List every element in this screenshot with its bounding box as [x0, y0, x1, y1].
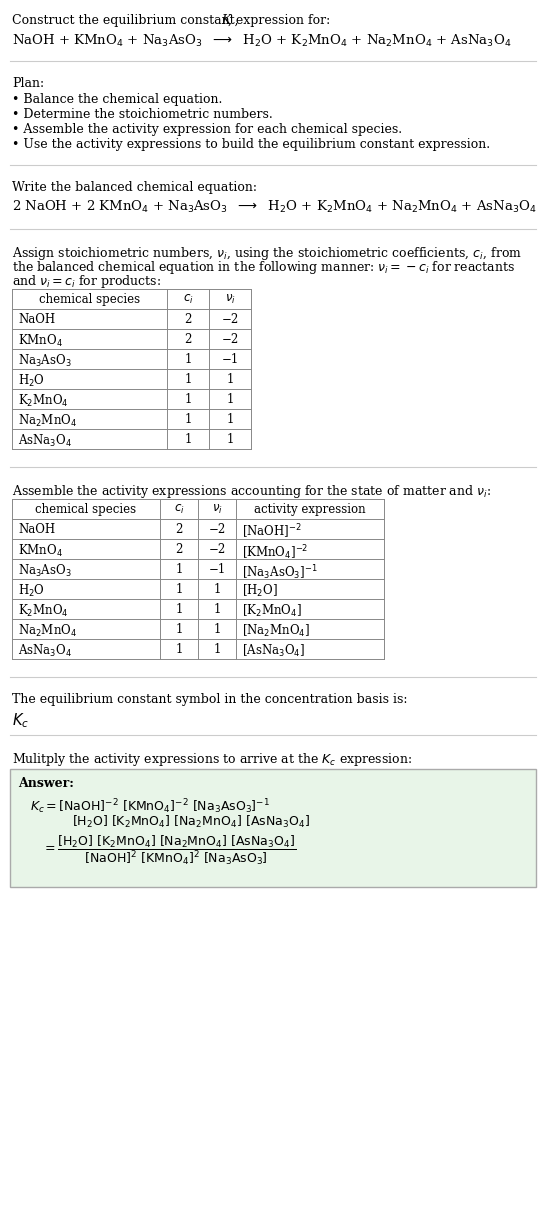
- Text: −1: −1: [221, 354, 239, 366]
- Text: Answer:: Answer:: [18, 777, 74, 790]
- Text: 1: 1: [185, 432, 192, 446]
- Text: 1: 1: [185, 354, 192, 366]
- Text: 1: 1: [185, 413, 192, 426]
- Text: $K_c$: $K_c$: [12, 711, 29, 729]
- Text: AsNa$_3$O$_4$: AsNa$_3$O$_4$: [18, 432, 72, 450]
- Text: 2: 2: [175, 524, 183, 536]
- Text: 1: 1: [213, 602, 221, 616]
- Text: NaOH + KMnO$_4$ + Na$_3$AsO$_3$  $\longrightarrow$  H$_2$O + K$_2$MnO$_4$ + Na$_: NaOH + KMnO$_4$ + Na$_3$AsO$_3$ $\longri…: [12, 33, 512, 49]
- Text: $\nu_i$: $\nu_i$: [224, 293, 235, 306]
- Text: NaOH: NaOH: [18, 313, 55, 326]
- Text: chemical species: chemical species: [35, 503, 136, 516]
- Text: −2: −2: [221, 333, 239, 346]
- Text: KMnO$_4$: KMnO$_4$: [18, 333, 63, 349]
- Text: [KMnO$_4$]$^{-2}$: [KMnO$_4$]$^{-2}$: [242, 543, 308, 562]
- Text: $c_i$: $c_i$: [183, 293, 193, 306]
- Text: 2: 2: [185, 313, 192, 326]
- Text: 2: 2: [185, 333, 192, 346]
- Text: Construct the equilibrium constant,: Construct the equilibrium constant,: [12, 14, 242, 27]
- Text: 2: 2: [175, 543, 183, 556]
- Text: 1: 1: [226, 413, 234, 426]
- Text: 1: 1: [213, 623, 221, 636]
- FancyBboxPatch shape: [10, 769, 536, 887]
- Text: 1: 1: [213, 643, 221, 655]
- Text: activity expression: activity expression: [254, 503, 366, 516]
- Text: 1: 1: [175, 643, 183, 655]
- Text: −2: −2: [209, 543, 225, 556]
- Text: H$_2$O: H$_2$O: [18, 373, 45, 389]
- Text: −2: −2: [209, 524, 225, 536]
- Text: 1: 1: [226, 432, 234, 446]
- Text: Na$_3$AsO$_3$: Na$_3$AsO$_3$: [18, 563, 72, 579]
- Text: 2 NaOH + 2 KMnO$_4$ + Na$_3$AsO$_3$  $\longrightarrow$  H$_2$O + K$_2$MnO$_4$ + : 2 NaOH + 2 KMnO$_4$ + Na$_3$AsO$_3$ $\lo…: [12, 200, 537, 216]
- Text: • Determine the stoichiometric numbers.: • Determine the stoichiometric numbers.: [12, 108, 273, 121]
- Text: K: K: [221, 14, 230, 27]
- Text: 1: 1: [226, 373, 234, 386]
- Text: 1: 1: [185, 373, 192, 386]
- Text: NaOH: NaOH: [18, 524, 55, 536]
- Text: Mulitply the activity expressions to arrive at the $K_c$ expression:: Mulitply the activity expressions to arr…: [12, 752, 412, 768]
- Text: • Use the activity expressions to build the equilibrium constant expression.: • Use the activity expressions to build …: [12, 138, 490, 152]
- Text: $K_c = [\mathrm{NaOH}]^{-2}\ [\mathrm{KMnO_4}]^{-2}\ [\mathrm{Na_3AsO_3}]^{-1}$: $K_c = [\mathrm{NaOH}]^{-2}\ [\mathrm{KM…: [30, 797, 270, 816]
- Text: 1: 1: [175, 563, 183, 577]
- Text: −1: −1: [209, 563, 225, 577]
- Text: Assign stoichiometric numbers, $\nu_i$, using the stoichiometric coefficients, $: Assign stoichiometric numbers, $\nu_i$, …: [12, 245, 522, 262]
- Text: Write the balanced chemical equation:: Write the balanced chemical equation:: [12, 181, 257, 193]
- Text: 1: 1: [226, 393, 234, 407]
- Text: $[\mathrm{H_2O}]\ [\mathrm{K_2MnO_4}]\ [\mathrm{Na_2MnO_4}]\ [\mathrm{AsNa_3O_4}: $[\mathrm{H_2O}]\ [\mathrm{K_2MnO_4}]\ […: [72, 814, 310, 830]
- Text: [K$_2$MnO$_4$]: [K$_2$MnO$_4$]: [242, 602, 301, 620]
- Text: chemical species: chemical species: [39, 293, 140, 306]
- Text: and $\nu_i = c_i$ for products:: and $\nu_i = c_i$ for products:: [12, 274, 161, 290]
- Text: K$_2$MnO$_4$: K$_2$MnO$_4$: [18, 602, 69, 620]
- Text: the balanced chemical equation in the following manner: $\nu_i = -c_i$ for react: the balanced chemical equation in the fo…: [12, 259, 515, 276]
- Text: Na$_2$MnO$_4$: Na$_2$MnO$_4$: [18, 413, 77, 429]
- Text: H$_2$O: H$_2$O: [18, 583, 45, 599]
- Text: The equilibrium constant symbol in the concentration basis is:: The equilibrium constant symbol in the c…: [12, 692, 407, 706]
- Text: Na$_3$AsO$_3$: Na$_3$AsO$_3$: [18, 354, 72, 370]
- Text: $= \dfrac{[\mathrm{H_2O}]\ [\mathrm{K_2MnO_4}]\ [\mathrm{Na_2MnO_4}]\ [\mathrm{A: $= \dfrac{[\mathrm{H_2O}]\ [\mathrm{K_2M…: [42, 834, 296, 867]
- Text: Na$_2$MnO$_4$: Na$_2$MnO$_4$: [18, 623, 77, 639]
- Text: • Balance the chemical equation.: • Balance the chemical equation.: [12, 92, 222, 106]
- Text: Plan:: Plan:: [12, 76, 44, 90]
- Text: [H$_2$O]: [H$_2$O]: [242, 583, 278, 599]
- Text: [Na$_3$AsO$_3$]$^{-1}$: [Na$_3$AsO$_3$]$^{-1}$: [242, 563, 318, 582]
- Text: 1: 1: [185, 393, 192, 407]
- Text: K$_2$MnO$_4$: K$_2$MnO$_4$: [18, 393, 69, 409]
- Text: Assemble the activity expressions accounting for the state of matter and $\nu_i$: Assemble the activity expressions accoun…: [12, 483, 491, 500]
- Text: [NaOH]$^{-2}$: [NaOH]$^{-2}$: [242, 524, 302, 541]
- Text: $c_i$: $c_i$: [174, 503, 185, 516]
- Text: −2: −2: [221, 313, 239, 326]
- Text: [Na$_2$MnO$_4$]: [Na$_2$MnO$_4$]: [242, 623, 310, 639]
- Text: 1: 1: [175, 623, 183, 636]
- Text: $\nu_i$: $\nu_i$: [212, 503, 222, 516]
- Text: • Assemble the activity expression for each chemical species.: • Assemble the activity expression for e…: [12, 123, 402, 136]
- Text: KMnO$_4$: KMnO$_4$: [18, 543, 63, 559]
- Text: [AsNa$_3$O$_4$]: [AsNa$_3$O$_4$]: [242, 643, 305, 659]
- Text: 1: 1: [175, 583, 183, 596]
- Text: , expression for:: , expression for:: [228, 14, 330, 27]
- Text: 1: 1: [213, 583, 221, 596]
- Text: AsNa$_3$O$_4$: AsNa$_3$O$_4$: [18, 643, 72, 659]
- Text: 1: 1: [175, 602, 183, 616]
